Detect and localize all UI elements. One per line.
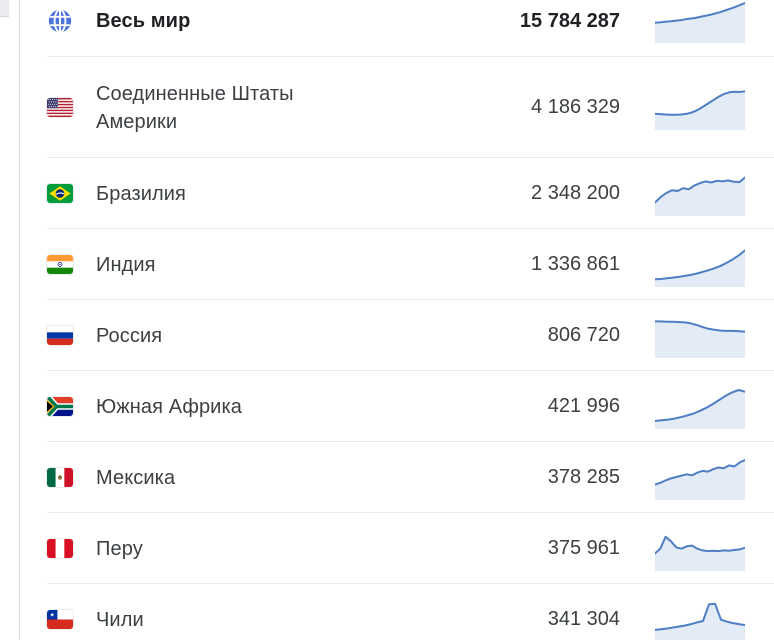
trend-sparkline xyxy=(655,598,745,640)
case-count: 341 304 xyxy=(547,608,620,630)
country-row-world[interactable]: Весь мир 15 784 287 xyxy=(20,0,774,57)
country-row-india[interactable]: Индия 1 336 861 xyxy=(20,229,774,300)
country-row-chile[interactable]: Чили 341 304 xyxy=(20,584,774,640)
case-count: 4 186 329 xyxy=(531,96,620,118)
country-row-peru[interactable]: Перу 375 961 xyxy=(20,513,774,584)
country-name: Соединенные Штаты Америки xyxy=(96,82,294,133)
trend-sparkline xyxy=(655,243,745,287)
trend-sparkline xyxy=(655,314,745,358)
country-row-mexico[interactable]: Мексика 378 285 xyxy=(20,442,774,513)
case-count: 421 996 xyxy=(547,395,620,417)
country-name: Перу xyxy=(96,537,143,560)
country-row-south-africa[interactable]: Южная Африка 421 996 xyxy=(20,371,774,442)
trend-sparkline xyxy=(655,172,745,216)
covid-stats-panel: Весь мир 15 784 287 Соединенные Штаты Ам… xyxy=(19,0,774,640)
country-name: Мексика xyxy=(96,466,176,489)
case-count: 2 348 200 xyxy=(531,182,620,204)
flag-russia-icon xyxy=(47,326,73,345)
trend-sparkline xyxy=(655,86,745,130)
case-count: 806 720 xyxy=(547,324,620,346)
globe-icon xyxy=(47,8,73,34)
flag-us-icon xyxy=(47,98,73,117)
country-name: Индия xyxy=(96,253,156,276)
trend-sparkline xyxy=(655,456,745,500)
country-name: Чили xyxy=(96,608,144,631)
flag-south-africa-icon xyxy=(47,397,73,416)
case-count: 378 285 xyxy=(547,466,620,488)
flag-india-icon xyxy=(47,255,73,274)
country-row-brazil[interactable]: Бразилия 2 348 200 xyxy=(20,158,774,229)
trend-sparkline xyxy=(655,385,745,429)
country-row-united-states[interactable]: Соединенные Штаты Америки 4 186 329 xyxy=(20,57,774,158)
flag-mexico-icon xyxy=(47,468,73,487)
case-count: 375 961 xyxy=(547,537,620,559)
case-count: 15 784 287 xyxy=(519,9,620,32)
flag-brazil-icon xyxy=(47,184,73,203)
country-name: Россия xyxy=(96,324,163,347)
flag-peru-icon xyxy=(47,539,73,558)
flag-chile-icon xyxy=(47,610,73,629)
trend-sparkline xyxy=(655,0,745,43)
country-row-russia[interactable]: Россия 806 720 xyxy=(20,300,774,371)
scroll-remnant xyxy=(0,0,9,17)
country-name: Бразилия xyxy=(96,182,186,205)
country-table: Весь мир 15 784 287 Соединенные Штаты Ам… xyxy=(20,0,774,640)
country-name: Весь мир xyxy=(96,10,191,32)
country-name: Южная Африка xyxy=(96,395,242,418)
trend-sparkline xyxy=(655,527,745,571)
case-count: 1 336 861 xyxy=(531,253,620,275)
